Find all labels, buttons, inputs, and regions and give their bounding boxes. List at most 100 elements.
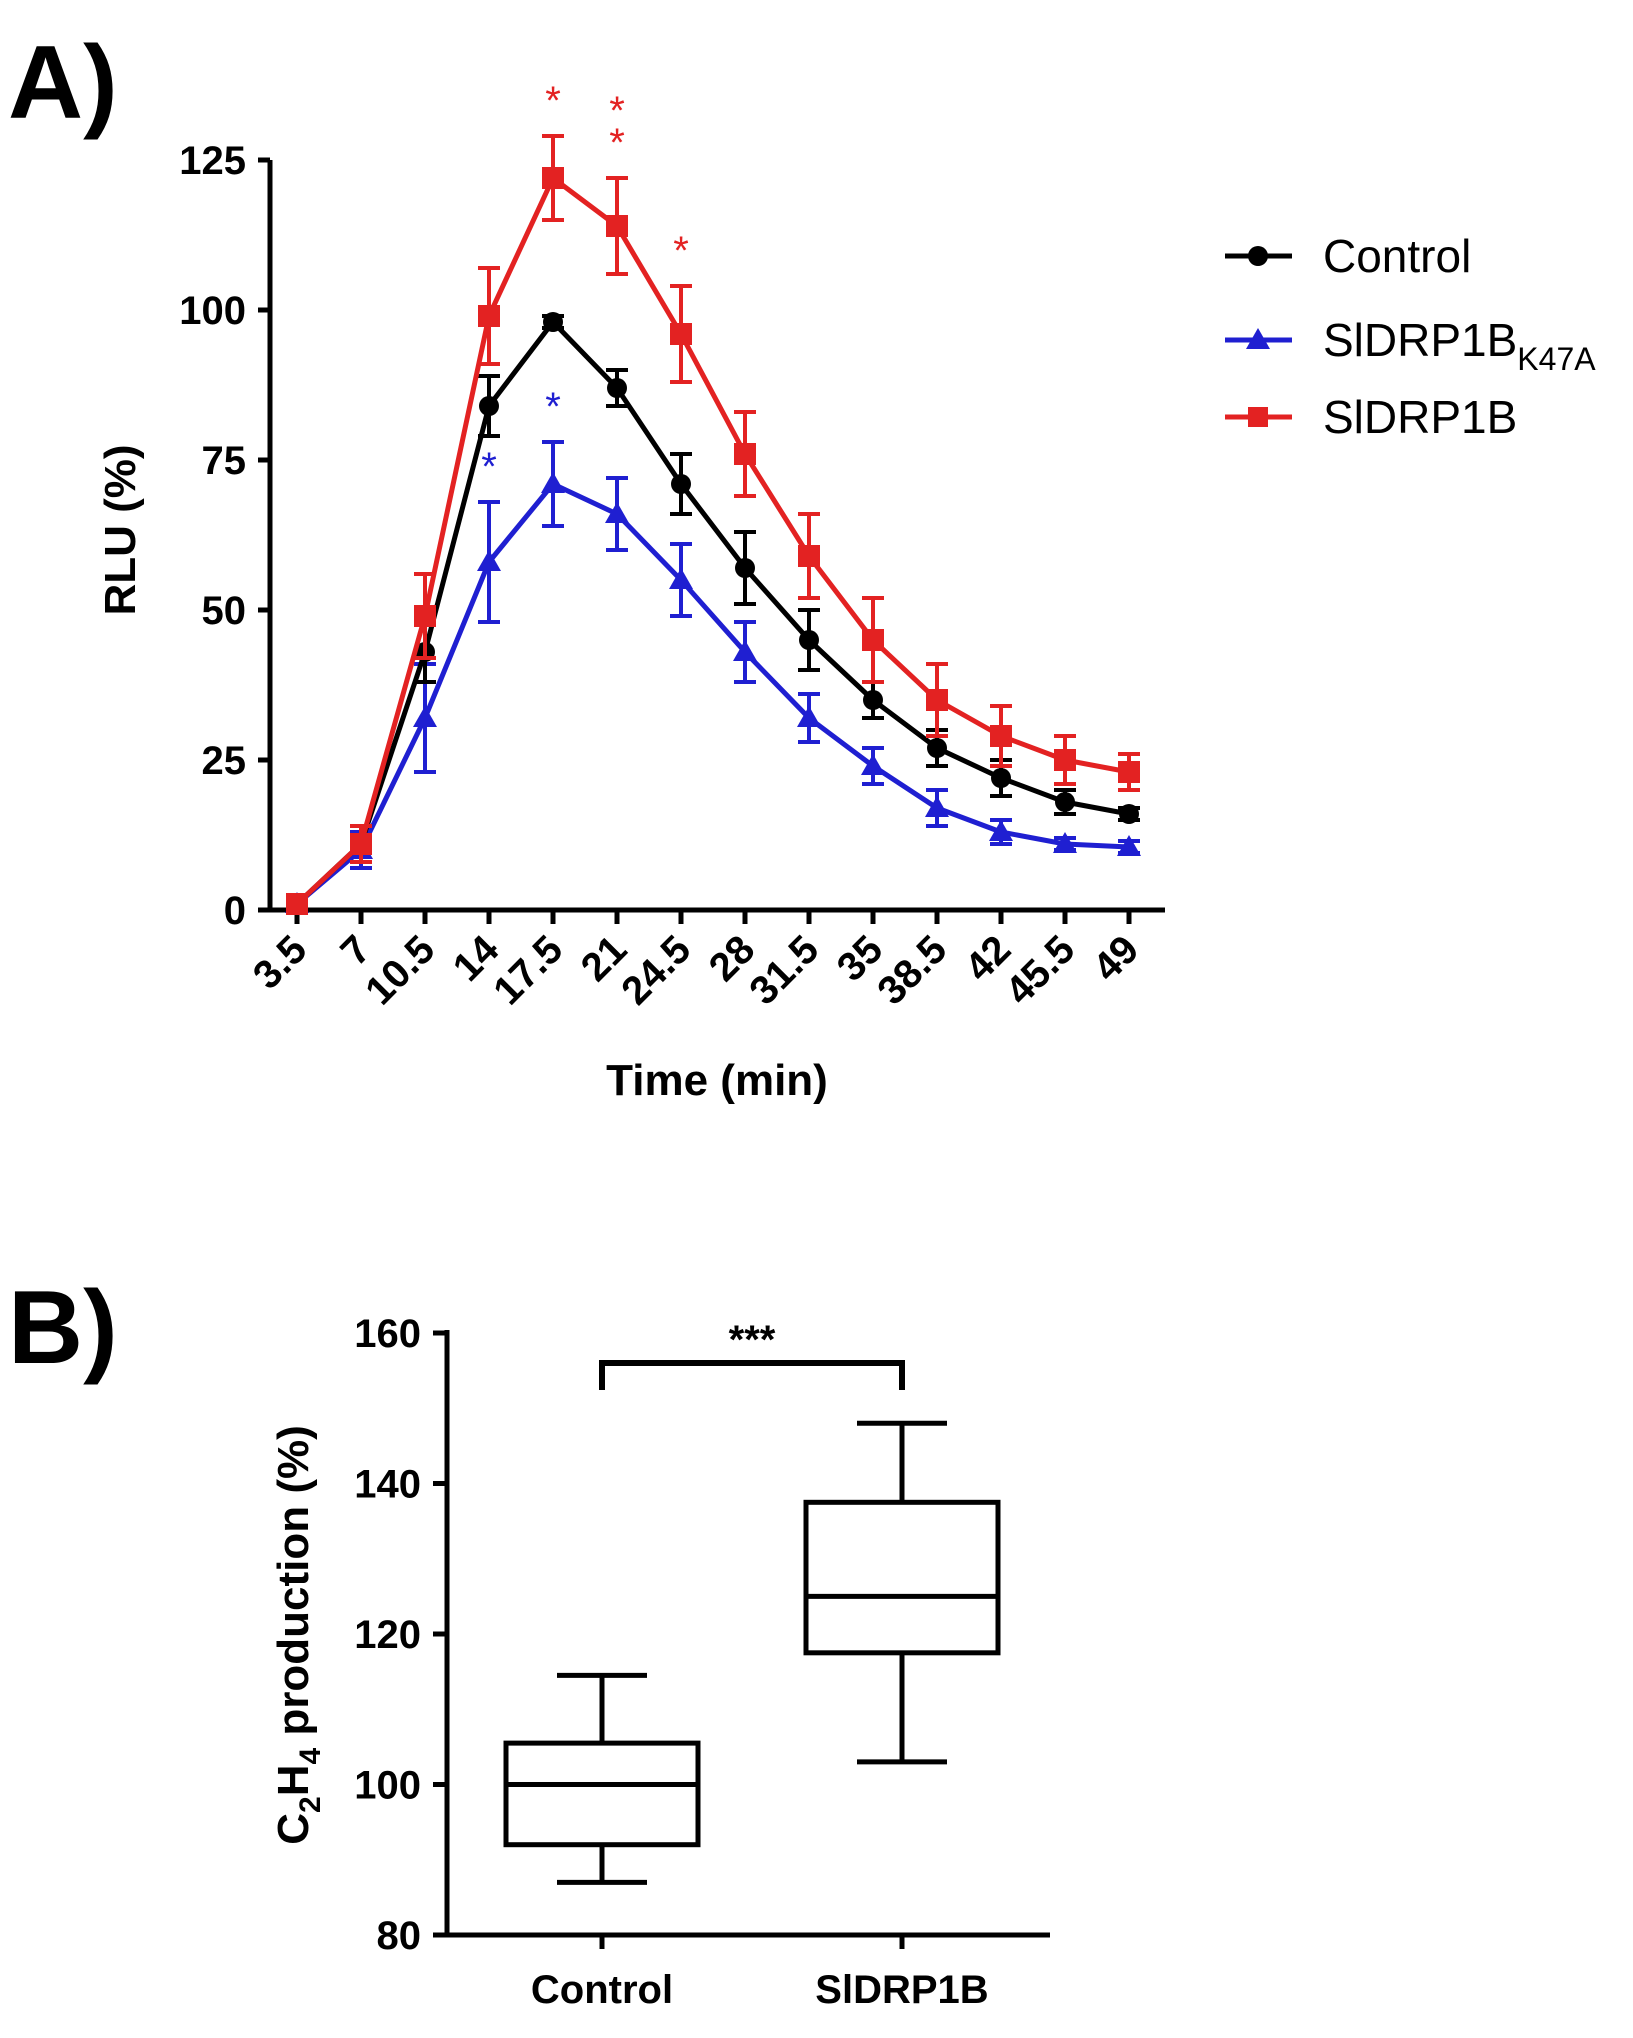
y-tick-label: 25 (202, 739, 247, 783)
data-point (799, 630, 819, 650)
series-line (295, 481, 1130, 906)
legend-control-marker (1248, 246, 1268, 266)
data-point (542, 167, 564, 189)
panel-b-y-title-sub2: 4 (294, 1748, 327, 1765)
panel-a-y-axis-title: RLU (%) (96, 444, 145, 615)
data-point (477, 550, 501, 571)
data-point (669, 568, 693, 589)
panel-b-y-title-h: H (269, 1765, 318, 1797)
panel-a-plot-area (285, 134, 1141, 915)
x-tick-label: 31.5 (741, 927, 827, 1013)
x-tick-label: 38.5 (869, 927, 955, 1013)
significance-star: * (609, 89, 625, 133)
legend-sldrp1b-label: SlDRP1B (1323, 391, 1517, 443)
data-point (735, 558, 755, 578)
significance-star: * (481, 445, 497, 489)
data-point (607, 378, 627, 398)
data-point (927, 738, 947, 758)
legend-k47a-marker (1246, 328, 1270, 349)
box-iqr (503, 1740, 701, 1848)
x-tick-label: 24.5 (613, 927, 699, 1013)
y-tick-label: 50 (202, 589, 247, 633)
data-point (1053, 832, 1077, 853)
data-point (543, 312, 563, 332)
data-point (478, 305, 500, 327)
legend-sldrp1b-marker (1248, 407, 1268, 427)
data-point (1117, 835, 1141, 856)
data-point (286, 893, 308, 915)
data-point (734, 443, 756, 465)
data-point (1119, 804, 1139, 824)
legend-k47a-subscript: K47A (1517, 341, 1596, 377)
legend-k47a-name: SlDRP1B (1323, 314, 1517, 366)
y-tick-label: 100 (354, 1764, 421, 1808)
legend-control-label: Control (1323, 230, 1471, 282)
data-point (733, 640, 757, 661)
legend-item-sldrp1b-k47a: SlDRP1BK47A (1225, 314, 1596, 377)
x-tick-label: SlDRP1B (815, 1968, 988, 2012)
box-iqr (803, 1499, 1001, 1656)
box-sldrp1b (803, 1420, 1001, 1765)
data-point (605, 502, 629, 523)
data-point (989, 820, 1013, 841)
data-point (925, 796, 949, 817)
data-point (1055, 792, 1075, 812)
panel-b-plot-area: *** (503, 1318, 1001, 1885)
y-tick-label: 125 (179, 139, 246, 183)
data-point (926, 689, 948, 711)
data-point (1118, 761, 1140, 783)
significance-star: * (545, 79, 561, 123)
significance-bracket: *** (599, 1318, 905, 1390)
x-tick-label: 10.5 (357, 927, 443, 1013)
panel-b-y-axis: 80 100 120 140 160 (354, 1312, 450, 1958)
data-point (606, 215, 628, 237)
x-tick-label: Control (531, 1968, 673, 2012)
data-point (541, 472, 565, 493)
data-point (670, 323, 692, 345)
panel-a-y-axis: 0 25 50 75 100 125 (179, 139, 273, 933)
data-point (1054, 749, 1076, 771)
significance-label: *** (729, 1318, 776, 1362)
y-tick-label: 100 (179, 289, 246, 333)
panel-b-label: B) (8, 1270, 118, 1386)
data-point (990, 725, 1012, 747)
data-point (863, 690, 883, 710)
panel-b-y-title-rest: production (%) (269, 1425, 318, 1748)
data-point (862, 629, 884, 651)
series-sldrp1b (286, 134, 1140, 915)
y-tick-label: 160 (354, 1312, 421, 1356)
data-point (798, 545, 820, 567)
panel-b-y-title-c: C (269, 1813, 318, 1845)
y-tick-label: 120 (354, 1613, 421, 1657)
data-point (479, 396, 499, 416)
data-point (414, 605, 436, 627)
legend-item-control: Control (1225, 230, 1471, 282)
data-point (797, 706, 821, 727)
x-tick-label: 49 (1085, 927, 1148, 990)
box-control (503, 1672, 701, 1885)
y-tick-label: 80 (377, 1914, 422, 1958)
significance-star: * (609, 121, 625, 165)
panel-a-x-axis-title: Time (min) (606, 1056, 828, 1105)
x-tick-label: 3.5 (245, 927, 315, 997)
panel-b-y-axis-title: C2H4 production (%) (269, 1425, 327, 1845)
y-tick-label: 0 (224, 889, 246, 933)
data-point (991, 768, 1011, 788)
panel-a-label: A) (8, 25, 118, 141)
panel-b-y-title-sub1: 2 (294, 1796, 327, 1813)
data-point (350, 833, 372, 855)
data-point (671, 474, 691, 494)
y-tick-label: 75 (202, 439, 247, 483)
data-point (861, 754, 885, 775)
legend-k47a-label: SlDRP1BK47A (1323, 314, 1596, 377)
panel-a-significance-marks: *** *** (481, 79, 689, 489)
significance-star: * (673, 229, 689, 273)
x-tick-label: 17.5 (485, 927, 571, 1013)
bracket-line (599, 1360, 905, 1390)
data-point (413, 706, 437, 727)
y-tick-label: 140 (354, 1463, 421, 1507)
panel-a-legend: Control SlDRP1BK47A SlDRP1B (1225, 230, 1596, 443)
panel-b: B) 80 100 120 140 160 Control SlDRP1B C2H4 pr… (8, 1270, 1050, 2012)
